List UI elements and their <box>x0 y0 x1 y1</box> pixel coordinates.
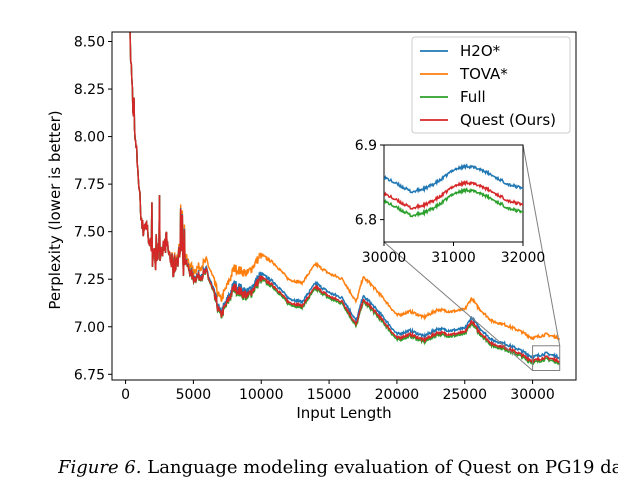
x-tick-label: 10000 <box>239 387 284 403</box>
figure-label: Figure 6. <box>58 457 142 478</box>
inset-series-line-full <box>384 187 523 218</box>
y-tick-label: 8.00 <box>74 130 105 146</box>
inset-y-tick-label: 6.8 <box>355 213 377 229</box>
inset-plot: 30000 31000 32000 6.8 6.9 <box>355 138 561 371</box>
inset-series-line-h2o- <box>384 163 523 194</box>
caption-text: Language modeling evaluation of Quest on… <box>147 457 618 478</box>
figure-caption: Figure 6. Language modeling evaluation o… <box>58 454 618 503</box>
y-tick-label: 7.25 <box>74 272 105 288</box>
zoom-region-box <box>532 345 561 371</box>
y-tick-label: 8.25 <box>74 82 105 98</box>
x-tick-label: 30000 <box>510 387 555 403</box>
x-tick-label: 25000 <box>442 387 487 403</box>
y-tick-label: 7.75 <box>74 177 105 193</box>
plot-frame <box>111 31 577 381</box>
x-tick-label: 5000 <box>176 387 212 403</box>
main-plot: 0 5000 10000 15000 20000 25000 30000 6.75 7.00 7.… <box>74 31 577 403</box>
legend: H2O* TOVA* Full Quest (Ours) <box>411 36 571 134</box>
y-axis-label: Perplexity (lower is better) <box>46 110 64 309</box>
x-tick-label: 20000 <box>375 387 420 403</box>
perplexity-chart: 0 5000 10000 15000 20000 25000 30000 6.75 7.00 7.… <box>46 31 577 422</box>
inset-series-line-quest-ours- <box>384 179 523 211</box>
inset-x-tick-label: 32000 <box>501 250 546 266</box>
legend-box <box>411 36 571 134</box>
inset-x-tick-label: 31000 <box>431 250 476 266</box>
inset-x-tick-label: 30000 <box>362 250 407 266</box>
y-tick-label: 8.50 <box>74 35 105 51</box>
legend-label: Full <box>460 88 486 106</box>
zoom-connector-line <box>383 241 533 371</box>
y-tick-label: 7.50 <box>74 225 105 241</box>
series-line-tova- <box>129 32 561 341</box>
inset-y-tick-label: 6.9 <box>355 138 377 154</box>
zoom-connector-line <box>522 144 561 346</box>
series-line-quest-ours- <box>129 32 561 364</box>
y-tick-label: 6.75 <box>74 367 105 383</box>
legend-label: Quest (Ours) <box>460 111 556 129</box>
x-axis-label: Input Length <box>296 404 391 422</box>
legend-label: H2O* <box>460 42 501 60</box>
x-tick-label: 15000 <box>307 387 352 403</box>
y-tick-label: 7.00 <box>74 320 105 336</box>
x-tick-label: 0 <box>121 387 130 403</box>
legend-label: TOVA* <box>459 65 508 83</box>
